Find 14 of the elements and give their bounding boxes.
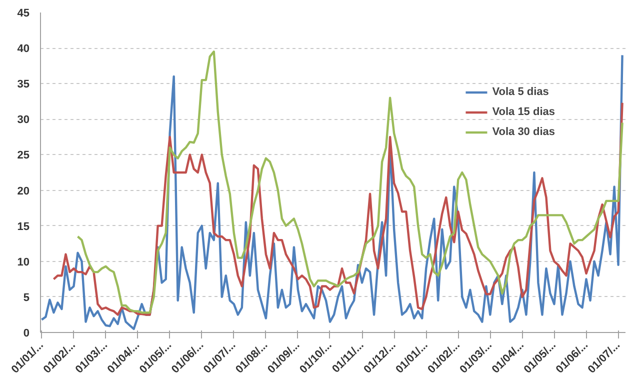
legend-label: Vola 30 dias [492,126,555,138]
y-tick-label: 40 [17,43,30,56]
y-tick-label: 25 [17,150,30,162]
y-tick-label: 5 [23,292,30,304]
legend-label: Vola 5 dias [492,86,549,98]
y-tick-label: 35 [17,78,30,91]
y-tick-label: 20 [17,185,30,198]
y-tick-label: 30 [17,114,30,126]
line-series [52,102,624,316]
y-tick-label: 0 [23,328,30,340]
y-tick-label: 45 [17,8,30,20]
y-tick-label: 15 [17,220,30,233]
y-tick-label: 10 [17,256,30,268]
legend-label: Vola 15 dias [492,106,555,118]
